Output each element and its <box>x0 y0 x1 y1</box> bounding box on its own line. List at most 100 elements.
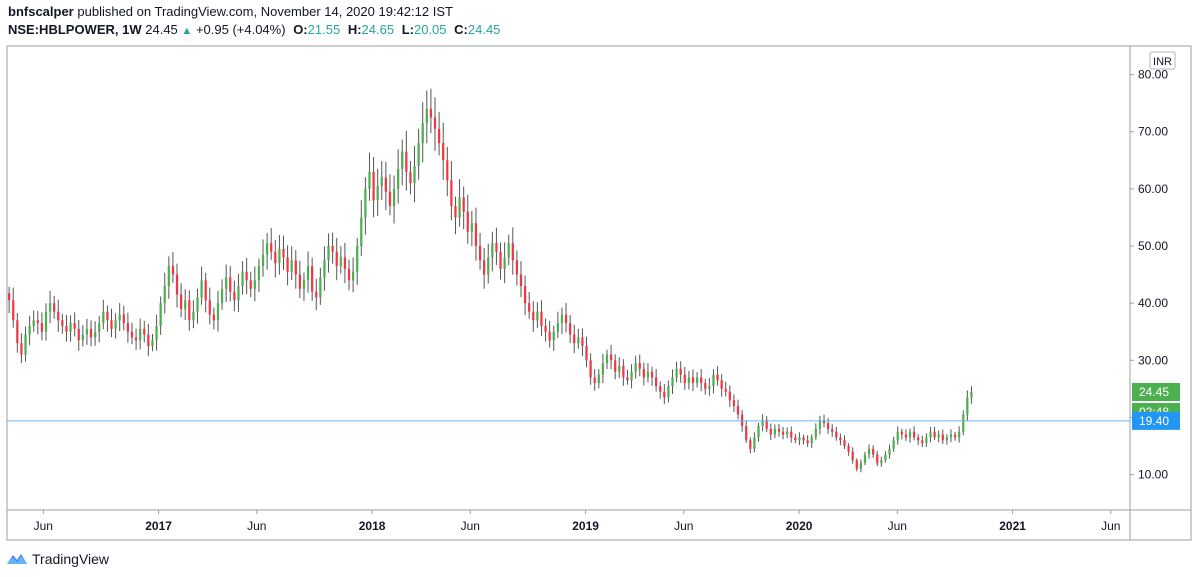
candle-body <box>503 257 506 269</box>
candle-body <box>28 326 31 335</box>
candle-body <box>941 434 944 441</box>
candle <box>163 272 166 314</box>
publisher-name[interactable]: bnfscalper <box>8 4 74 19</box>
candle <box>200 266 203 305</box>
candle <box>491 231 494 272</box>
candle-body <box>32 320 35 326</box>
candle <box>57 299 60 332</box>
candle <box>245 257 248 295</box>
price-labels-layer: 24.4502:4819.40 <box>1132 383 1180 430</box>
candle-body <box>720 380 723 389</box>
candle <box>421 101 424 163</box>
candle <box>499 242 502 280</box>
candle-body <box>544 326 547 332</box>
candle-body <box>806 440 809 444</box>
up-triangle-icon: ▲ <box>181 25 193 37</box>
footer-brand[interactable]: TradingView <box>6 549 109 569</box>
candle <box>446 146 449 197</box>
candle <box>61 313 64 334</box>
candle-body <box>216 303 220 321</box>
candle <box>700 368 703 392</box>
candle <box>454 196 457 235</box>
candle <box>122 305 125 331</box>
candle <box>569 315 572 344</box>
candle <box>347 259 351 291</box>
y-tick-label: 10.00 <box>1138 468 1168 482</box>
candle <box>847 443 850 456</box>
candle <box>810 434 813 448</box>
candle-body <box>335 251 338 266</box>
tradingview-logo-icon <box>7 554 27 564</box>
candle-body <box>470 223 473 232</box>
candle <box>425 90 428 144</box>
candle-body <box>220 288 224 304</box>
candle <box>642 362 645 386</box>
candle <box>413 146 416 203</box>
candle <box>401 139 404 186</box>
candle <box>695 371 699 388</box>
candle-body <box>225 277 228 289</box>
candle <box>912 426 916 441</box>
candle-body <box>12 300 15 321</box>
candle-body <box>753 437 756 449</box>
candle <box>622 359 625 386</box>
candle <box>544 318 547 342</box>
candle <box>802 434 805 445</box>
candle <box>24 326 27 362</box>
candle-body <box>102 311 105 324</box>
candle-body <box>499 251 502 269</box>
candle-body <box>663 391 666 398</box>
candle <box>429 88 433 134</box>
candle-body <box>265 243 269 255</box>
price-label-text: 19.40 <box>1139 414 1169 428</box>
publisher-line: bnfscalper published on TradingView.com,… <box>8 4 453 19</box>
ohlc-legend: NSE:HBLPOWER, 1W 24.45 ▲ +0.95 (+4.04%) … <box>8 22 500 37</box>
price-label-box <box>1132 383 1180 401</box>
x-tick-label: Jun <box>247 519 266 533</box>
candle-body <box>204 280 207 301</box>
candle <box>188 290 191 331</box>
candle-body <box>683 374 686 384</box>
candle-body <box>36 320 39 324</box>
candle <box>671 369 674 394</box>
candle <box>716 366 719 386</box>
candle <box>94 321 97 346</box>
candle-body <box>695 377 699 384</box>
candle <box>675 361 678 383</box>
candle <box>749 437 752 454</box>
candle-body <box>826 423 830 429</box>
candle <box>573 324 576 354</box>
candle-body <box>814 428 817 438</box>
x-tick-label: Jun <box>888 519 907 533</box>
candle-body <box>462 197 465 212</box>
candle-body <box>384 177 387 192</box>
candle <box>478 232 482 270</box>
candle <box>646 363 650 383</box>
candle <box>867 444 871 459</box>
candle-body <box>356 246 359 272</box>
candle-body <box>8 293 11 301</box>
candle <box>933 426 936 441</box>
candle <box>614 354 617 380</box>
candle <box>732 394 736 412</box>
candle <box>708 378 711 396</box>
candle-body <box>859 463 862 469</box>
candle-body <box>24 334 27 355</box>
currency-badge[interactable] <box>1149 51 1176 70</box>
candle-body <box>781 431 785 435</box>
candle <box>110 308 113 338</box>
candle <box>806 435 809 447</box>
candle-body <box>745 426 748 441</box>
candle <box>888 444 891 459</box>
candle <box>437 111 441 156</box>
candle-body <box>892 440 895 449</box>
candle-body <box>888 448 891 455</box>
candle-body <box>20 343 23 355</box>
candle <box>208 287 211 325</box>
candle <box>319 267 322 305</box>
candle <box>261 239 265 277</box>
x-tick-label: Jun <box>674 519 693 533</box>
candle-body <box>343 257 347 269</box>
symbol-label[interactable]: NSE:HBLPOWER, 1W <box>8 22 142 37</box>
